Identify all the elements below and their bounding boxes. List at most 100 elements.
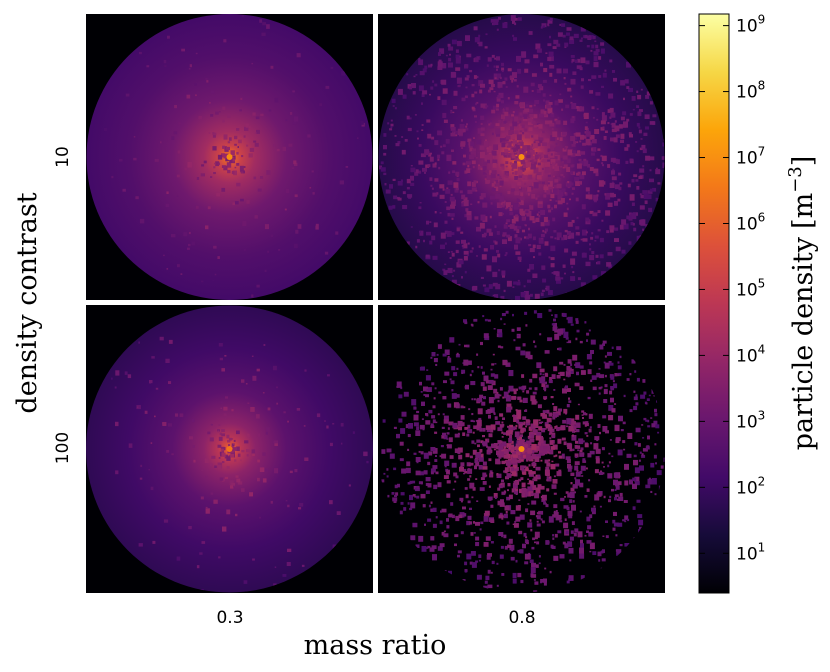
clump (571, 521, 575, 525)
clump (510, 188, 515, 193)
clump (442, 353, 447, 357)
clump (440, 232, 446, 239)
clump (209, 437, 214, 442)
clump (392, 497, 398, 502)
clump (502, 239, 507, 244)
clump (428, 504, 431, 508)
clump (564, 45, 567, 48)
clump (568, 400, 572, 403)
clump (617, 481, 622, 486)
clump (483, 140, 489, 148)
clump (581, 410, 585, 413)
clump (475, 542, 480, 547)
clump (521, 159, 525, 164)
clump (527, 233, 532, 239)
colorbar-tick-label-1: 102 (736, 474, 765, 498)
clump (341, 71, 346, 76)
clump (499, 180, 504, 186)
colorbar-tick-label-0: 101 (736, 540, 765, 564)
clump (560, 166, 563, 168)
clump (211, 455, 216, 459)
clump (138, 543, 143, 547)
clump (539, 86, 544, 91)
clump (523, 532, 527, 537)
clump (391, 98, 396, 104)
clump (575, 429, 580, 433)
clump (494, 374, 499, 379)
clump (500, 202, 503, 205)
clump (588, 479, 591, 482)
clump (608, 93, 614, 99)
clump (488, 232, 493, 236)
clump (411, 399, 417, 406)
clump (539, 372, 542, 376)
clump (237, 453, 241, 457)
clump (233, 443, 235, 445)
clump (150, 486, 154, 491)
clump (256, 368, 260, 372)
clump (529, 480, 531, 482)
clump (191, 241, 196, 246)
clump (467, 468, 470, 471)
clump (511, 449, 514, 452)
clump (471, 84, 475, 87)
clump (574, 528, 579, 533)
clump (516, 388, 518, 391)
clump (171, 136, 175, 140)
clump (264, 224, 269, 230)
clump (477, 128, 483, 134)
clump (499, 451, 504, 458)
clump (461, 119, 463, 122)
clump (531, 459, 534, 462)
clump (557, 438, 562, 444)
clump (485, 169, 489, 173)
clump (536, 512, 540, 515)
clump (590, 379, 593, 382)
clump (473, 521, 475, 524)
clump (554, 314, 558, 318)
clump (523, 465, 527, 469)
clump (489, 124, 495, 129)
clump (456, 367, 459, 370)
clump (641, 454, 646, 458)
clump (546, 409, 550, 414)
clump (466, 123, 468, 126)
clump (614, 120, 617, 123)
clump (553, 39, 559, 45)
panel-100-0.8 (378, 305, 665, 593)
clump (434, 459, 438, 462)
clump (255, 116, 260, 120)
clump (591, 139, 597, 144)
clump (492, 163, 497, 168)
clump (177, 264, 180, 268)
clump (509, 434, 513, 439)
clump (254, 132, 257, 134)
clump (505, 165, 508, 168)
clump (471, 413, 474, 416)
clump (532, 461, 536, 465)
clump (516, 229, 520, 233)
clump (651, 478, 657, 485)
clump (522, 471, 527, 475)
clump (590, 442, 593, 445)
clump (496, 473, 499, 476)
clump (513, 203, 519, 210)
clump (475, 102, 477, 106)
clump (622, 440, 626, 444)
clump (469, 561, 473, 565)
clump (502, 396, 505, 399)
clump (415, 74, 418, 76)
clump (585, 138, 591, 146)
clump (451, 275, 454, 278)
clump (449, 196, 455, 202)
clump (533, 159, 537, 162)
clump (224, 355, 227, 357)
clump (552, 326, 558, 331)
clump (584, 534, 587, 537)
clump (547, 290, 553, 295)
clump (545, 384, 549, 388)
clump (407, 194, 413, 198)
clump (243, 249, 246, 251)
clump (228, 444, 231, 447)
clump (430, 152, 432, 155)
